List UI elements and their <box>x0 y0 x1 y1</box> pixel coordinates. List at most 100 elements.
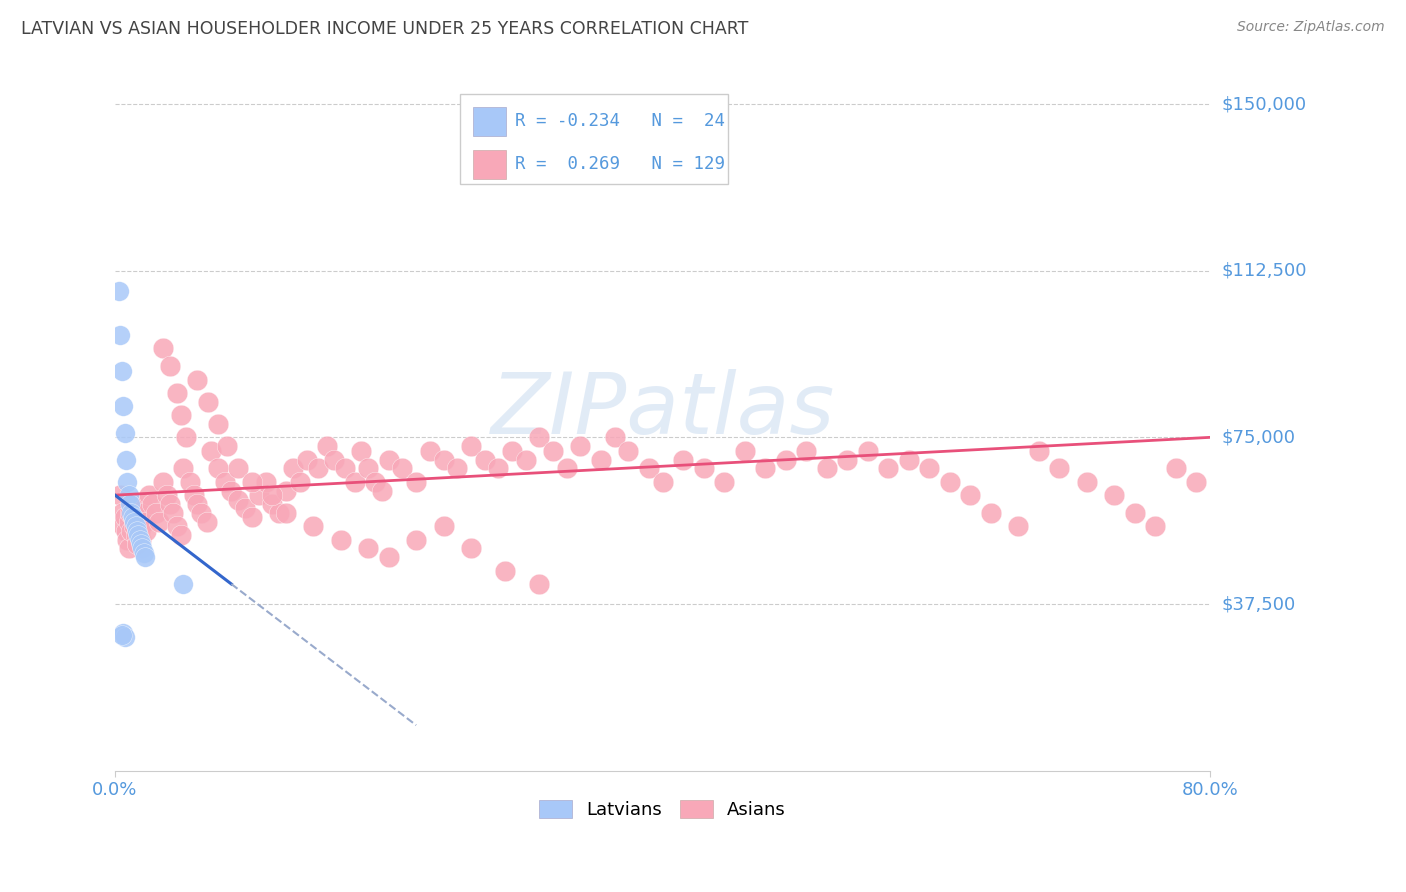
Point <box>274 506 297 520</box>
Point <box>138 488 160 502</box>
Point <box>460 439 482 453</box>
Point <box>117 533 139 547</box>
Point <box>120 524 142 538</box>
Point <box>486 461 509 475</box>
Point <box>419 443 441 458</box>
Point <box>775 452 797 467</box>
Point <box>172 461 194 475</box>
Point <box>391 461 413 475</box>
Point <box>135 524 157 538</box>
Point <box>112 626 135 640</box>
Point <box>515 452 537 467</box>
Point <box>114 631 136 645</box>
Point <box>112 519 135 533</box>
Point <box>152 475 174 489</box>
Point <box>174 430 197 444</box>
Point <box>117 475 139 489</box>
Point <box>156 488 179 502</box>
Point <box>651 475 673 489</box>
Point <box>432 452 454 467</box>
Point <box>148 515 170 529</box>
Point <box>131 497 153 511</box>
Point <box>207 417 229 431</box>
Point <box>323 452 346 467</box>
Point <box>254 475 277 489</box>
Point <box>120 506 142 520</box>
Point <box>110 328 132 343</box>
Point <box>166 385 188 400</box>
Point <box>121 510 143 524</box>
Point <box>333 461 356 475</box>
Point <box>262 497 284 511</box>
Point <box>159 359 181 374</box>
Point <box>754 461 776 475</box>
Point <box>856 443 879 458</box>
Point <box>170 528 193 542</box>
Point <box>240 475 263 489</box>
Point <box>159 497 181 511</box>
Point <box>207 461 229 475</box>
Point <box>569 439 592 453</box>
Point <box>114 510 136 524</box>
Point <box>357 461 380 475</box>
Point <box>125 524 148 538</box>
Point <box>672 452 695 467</box>
Point <box>120 506 142 520</box>
Point <box>121 510 143 524</box>
Point <box>713 475 735 489</box>
Point <box>179 475 201 489</box>
Point <box>186 373 208 387</box>
Point <box>226 492 249 507</box>
Point <box>1123 506 1146 520</box>
FancyBboxPatch shape <box>460 94 728 184</box>
Point <box>262 488 284 502</box>
Point <box>122 515 145 529</box>
Point <box>217 439 239 453</box>
Point <box>494 564 516 578</box>
Point <box>162 506 184 520</box>
Point <box>111 364 134 378</box>
Point <box>692 461 714 475</box>
Legend: Latvians, Asians: Latvians, Asians <box>531 793 793 827</box>
Point <box>897 452 920 467</box>
Point <box>877 461 900 475</box>
Point <box>134 515 156 529</box>
Point <box>118 541 141 556</box>
Point <box>132 546 155 560</box>
Text: $150,000: $150,000 <box>1222 95 1306 113</box>
Point <box>172 577 194 591</box>
Point <box>190 506 212 520</box>
Point <box>794 443 817 458</box>
Point <box>474 452 496 467</box>
Point <box>110 488 132 502</box>
Point <box>329 533 352 547</box>
Point <box>1076 475 1098 489</box>
Point <box>128 533 150 547</box>
Point <box>432 519 454 533</box>
Point <box>316 439 339 453</box>
Point <box>371 483 394 498</box>
Point <box>918 461 941 475</box>
Point <box>815 461 838 475</box>
Point <box>152 342 174 356</box>
Point <box>364 475 387 489</box>
Point <box>108 284 131 298</box>
Point <box>1049 461 1071 475</box>
Point <box>302 519 325 533</box>
Text: Source: ZipAtlas.com: Source: ZipAtlas.com <box>1237 20 1385 34</box>
Point <box>134 550 156 565</box>
Point <box>281 461 304 475</box>
Point <box>221 483 243 498</box>
Point <box>214 475 236 489</box>
Point <box>120 497 142 511</box>
Point <box>120 497 142 511</box>
Point <box>1102 488 1125 502</box>
Point <box>1028 443 1050 458</box>
Point <box>125 537 148 551</box>
Point <box>1007 519 1029 533</box>
Point <box>405 475 427 489</box>
Point <box>357 541 380 556</box>
Text: R =  0.269   N = 129: R = 0.269 N = 129 <box>515 155 724 173</box>
Point <box>1185 475 1208 489</box>
Point <box>226 461 249 475</box>
